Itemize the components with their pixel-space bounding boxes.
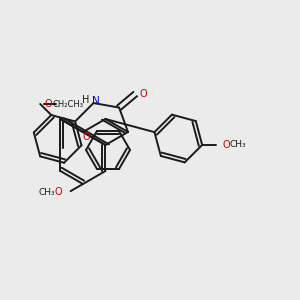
Text: O: O (44, 99, 52, 109)
Text: O: O (223, 140, 230, 150)
Text: H: H (82, 95, 89, 105)
Text: N: N (92, 96, 99, 106)
Text: CH₃: CH₃ (38, 188, 55, 197)
Text: O: O (139, 89, 147, 99)
Text: CH₂CH₃: CH₂CH₃ (53, 100, 84, 109)
Text: CH₃: CH₃ (229, 140, 246, 149)
Text: O: O (82, 132, 90, 142)
Text: O: O (55, 187, 62, 197)
